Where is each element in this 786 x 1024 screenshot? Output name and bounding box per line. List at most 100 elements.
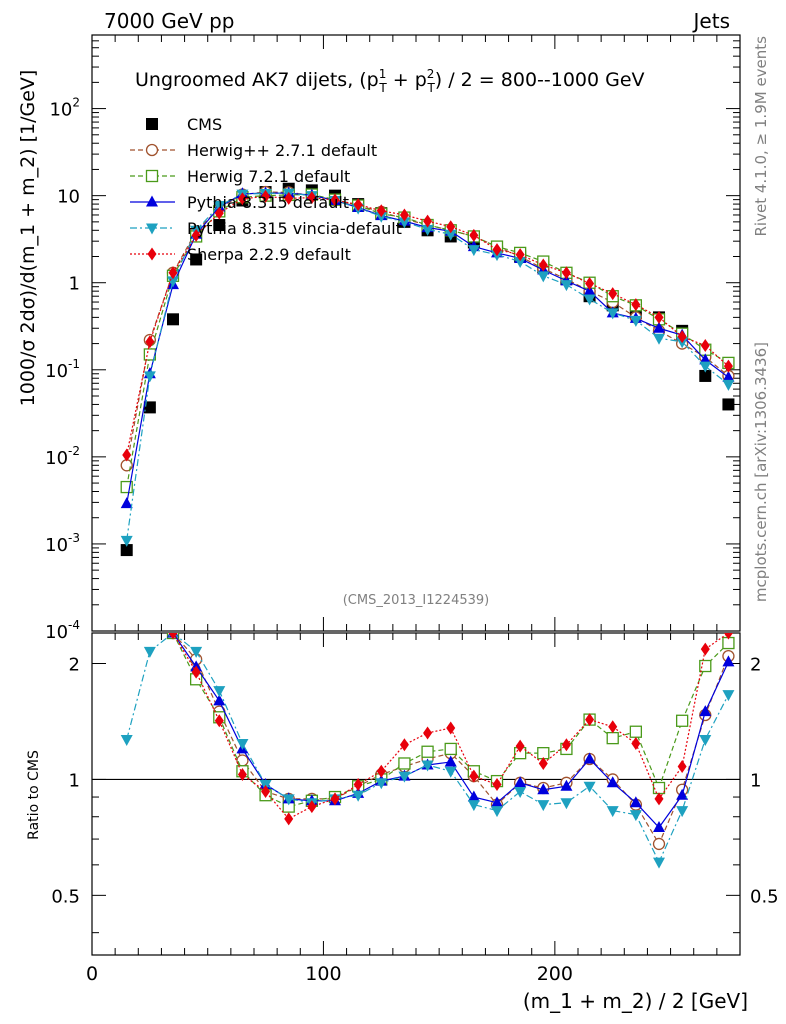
ratio-series-layer [120,633,735,869]
main-y-tick-label: 102 [49,96,80,121]
legend-label: Pythia 8.315 vincia-default [187,219,402,238]
data-point [469,228,479,242]
ratio-point [353,778,363,792]
analysis-tag: (CMS_2013_I1224539) [343,593,490,608]
data-point [560,280,573,292]
ratio-point [421,760,434,772]
ratio-point [236,738,249,750]
ratio-point [538,756,548,770]
ratio-point [444,755,457,767]
ratio-point [467,800,480,812]
beam-label: 7000 GeV pp [104,9,235,33]
data-point [583,294,596,306]
ratio-y-tick-label-right: 0.5 [750,886,779,907]
ratio-point [722,690,735,702]
ratio-point [330,792,340,806]
main-ylabel: 1000/σ 2dσ)/d(m_1 + m_2) [1/GeV] [17,70,39,407]
ratio-herwig-7-2-1-default [166,633,735,813]
legend-entry: Herwig 7.2.1 default [130,167,350,186]
ratio-point [491,806,503,818]
data-point [677,330,687,344]
ratio-point [444,766,457,778]
data-point [191,228,201,242]
ratio-point [492,778,502,792]
ratio-point [560,779,573,791]
data-point [214,206,224,220]
data-point [467,245,480,257]
ratio-y-tick-label-right: 1 [750,770,761,791]
ratio-point [261,785,271,799]
series-line [126,191,729,466]
data-point [514,257,527,269]
ratio-point [467,790,480,802]
ratio-point [654,792,664,806]
data-point [631,298,641,312]
ratio-point [537,783,550,795]
data-point [653,321,665,333]
ratio-point [444,742,457,756]
x-tick-label: 0 [86,963,98,985]
ratio-point [676,806,689,818]
data-point [120,535,133,547]
main-series-layer [120,182,735,557]
ratio-point [191,665,201,679]
data-point [608,287,618,301]
data-point [700,339,710,353]
ratio-y-tick-label-right: 2 [750,654,761,675]
data-point [167,313,179,326]
legend-marker [146,195,158,207]
ratio-point [677,760,687,774]
ratio-point [653,821,665,833]
data-point [421,224,434,236]
ratio-point [606,806,619,818]
ratio-point [213,694,226,706]
ratio-line [126,633,729,864]
data-point [699,353,712,365]
ratio-point [652,781,666,795]
ratio-point [307,800,317,814]
x-tick-label: 100 [305,963,341,985]
legend: CMS Herwig++ 2.7.1 default Herwig 7.2.1 de… [130,115,402,264]
ratio-point [675,714,689,727]
series-line [126,192,729,541]
series-pythia-8-315-vincia-default [120,188,735,547]
data-point [284,191,294,205]
data-point [237,192,247,206]
ratio-point [423,726,433,740]
legend-marker [145,169,159,183]
ratio-sherpa-2-2-9-default [168,633,733,826]
ratio-point [699,705,712,717]
main-y-tick-label: 10-3 [45,531,80,556]
data-point [307,191,317,205]
legend-label: Pythia 8.315 default [187,193,349,212]
series-line [126,195,729,456]
ratio-ylabel: Ratio to CMS [26,750,42,840]
data-point [444,229,457,241]
legend-marker [146,223,158,235]
data-point [398,217,411,229]
process-label: Jets [692,9,730,33]
legend-entry: Pythia 8.315 vincia-default [130,219,402,238]
ratio-y-tick-label: 1 [69,770,80,791]
data-point [143,371,156,383]
ratio-line [172,633,729,808]
data-point [606,308,619,320]
data-point [561,266,571,280]
axis-ticks: 0 100 200 10-4 10-3 10-2 10-1 1 10 102 0.5 0.5 1 1 2 2 [45,34,779,985]
ratio-point [585,713,595,727]
ratio-point [446,721,456,735]
data-point [145,335,155,349]
data-point [122,448,132,462]
legend-entry: CMS [146,115,222,134]
data-point [583,284,596,296]
ratio-point [652,837,666,851]
legend-label: Herwig++ 2.7.1 default [187,141,377,160]
data-point [723,359,733,373]
ratio-point [237,767,247,781]
data-point [376,204,386,218]
ratio-point [236,754,249,767]
mcplots-label: mcplots.cern.ch [arXiv:1306.3436] [752,342,770,602]
data-point [699,369,712,382]
main-y-tick-label: 10 [57,187,80,208]
